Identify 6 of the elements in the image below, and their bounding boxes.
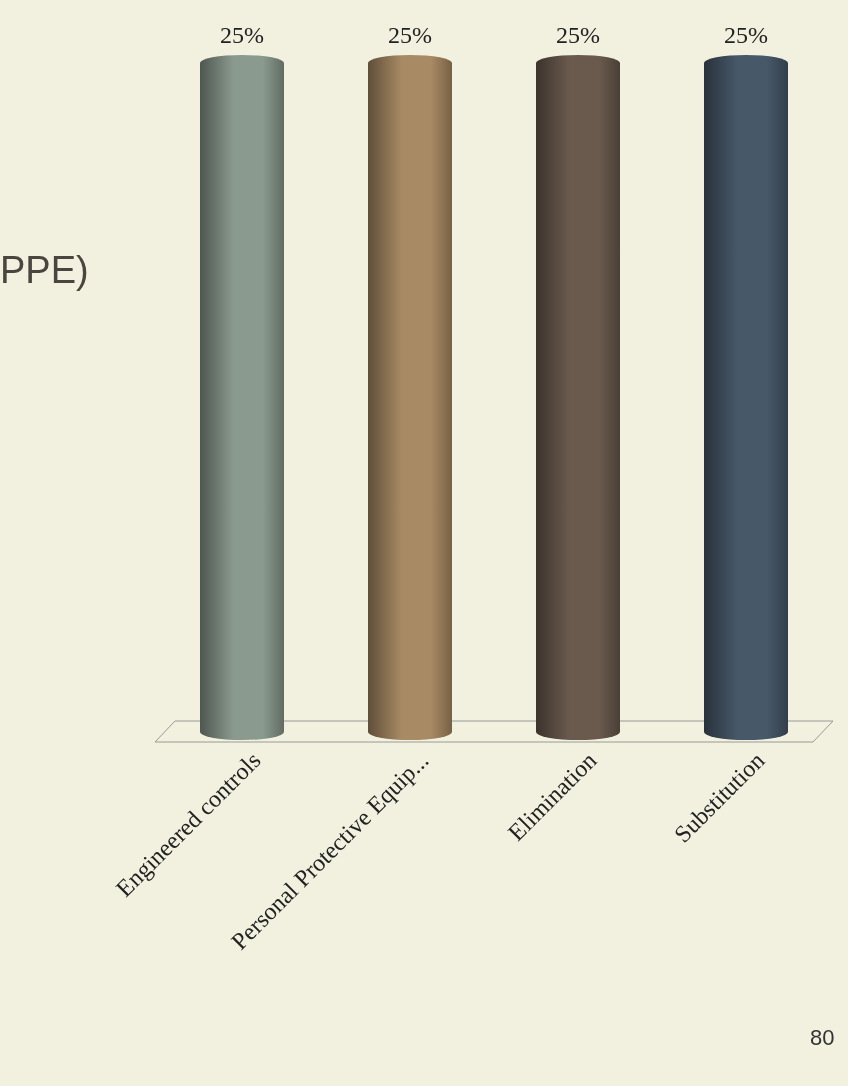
data-label: 25%: [220, 22, 264, 48]
text: PPE): [0, 249, 89, 291]
data-label: 25%: [724, 22, 768, 48]
data-label: 25%: [556, 22, 600, 48]
text: 80: [810, 1025, 835, 1050]
data-label: 25%: [388, 22, 432, 48]
